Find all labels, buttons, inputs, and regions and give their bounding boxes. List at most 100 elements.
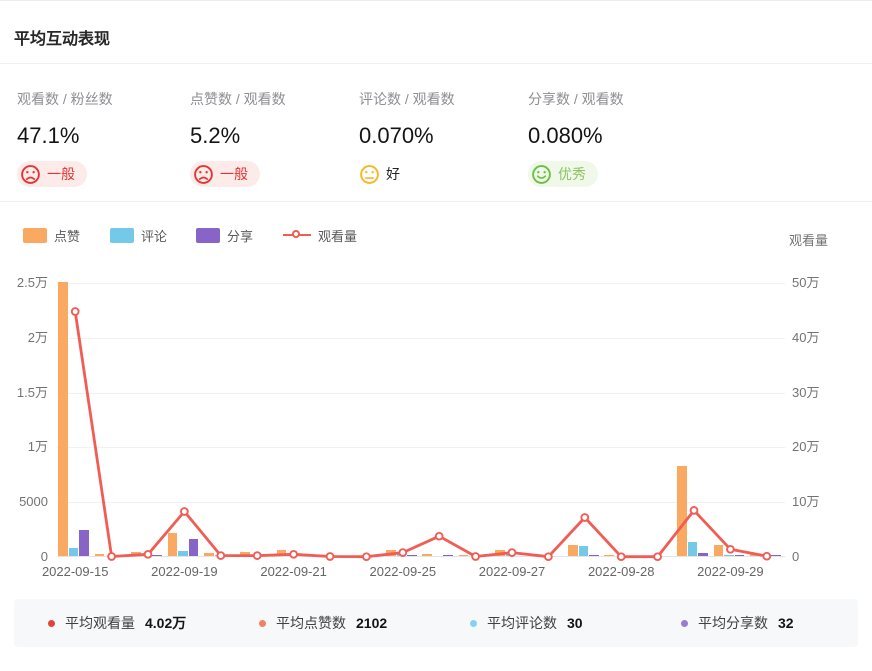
x-axis-label: 2022-09-25 [369, 564, 437, 579]
summary-label: 平均观看量 [65, 615, 135, 631]
badge-label: 一般 [47, 166, 75, 182]
bar-点赞 [58, 282, 68, 556]
summary-value: 32 [778, 615, 794, 631]
shares-swatch-icon [196, 227, 220, 243]
gridline [57, 392, 785, 394]
line-point-marker [471, 552, 480, 561]
smile-face-icon [532, 164, 551, 184]
summary-value: 30 [567, 615, 583, 631]
bar-评论 [687, 541, 698, 556]
page-title: 平均互动表现 [14, 31, 111, 48]
summary-label: 平均评论数 [487, 615, 557, 631]
line-point-marker [580, 513, 590, 522]
badge-label: 好 [386, 166, 400, 182]
summary-label: 平均分享数 [698, 615, 768, 631]
x-axis-label: 2022-09-28 [587, 564, 655, 579]
line-point-marker [762, 551, 772, 561]
comments-swatch-icon [110, 227, 134, 243]
summary-value: 2102 [356, 615, 388, 631]
bar-分享 [152, 555, 162, 556]
stat-label: 分享数 / 观看数 [528, 91, 624, 107]
line-point-marker [544, 552, 553, 562]
views-line-series [70, 307, 772, 562]
legend-item-shares[interactable]: 分享 [196, 227, 253, 244]
bar-点赞 [677, 466, 687, 556]
bar-点赞 [204, 552, 214, 556]
legend-item-likes[interactable]: 点赞 [23, 227, 81, 244]
summary-avg-likes: 平均点赞数 2102 [225, 613, 436, 633]
stat-value: 47.1% [17, 123, 80, 148]
right-axis-labels: 50万 40万 30万 20万 10万 0 [792, 275, 862, 564]
red-dot-icon [48, 619, 55, 627]
line-point-marker [362, 552, 371, 562]
axis-tick-label: 1.5万 [16, 384, 48, 400]
stat-value: 0.070% [359, 123, 434, 148]
bar-点赞 [604, 554, 614, 556]
gridline [57, 447, 785, 449]
x-axis-label: 2022-09-27 [478, 564, 546, 579]
bar-点赞 [94, 554, 105, 556]
axis-tick-label: 40万 [792, 329, 820, 345]
status-badge: 优秀 [528, 161, 598, 187]
summary-avg-comments: 平均评论数 30 [436, 613, 647, 633]
x-axis-label: 2022-09-15 [41, 564, 109, 579]
stat-label: 点赞数 / 观看数 [190, 91, 286, 107]
neutral-face-icon [360, 164, 379, 184]
bar-分享 [188, 539, 199, 556]
stat-value: 5.2% [190, 123, 241, 148]
sad-face-icon [21, 164, 40, 184]
axis-tick-label: 50万 [792, 275, 820, 290]
plot-area [57, 282, 785, 562]
line-point-marker [216, 551, 226, 560]
bar-分享 [698, 552, 708, 556]
summary-value: 4.02万 [145, 615, 187, 631]
x-axis-label: 2022-09-21 [260, 564, 327, 579]
bar-分享 [79, 530, 89, 556]
badge-label: 一般 [220, 166, 248, 182]
bar-分享 [443, 555, 453, 556]
line-point-marker [252, 551, 262, 560]
legend-label: 评论 [141, 228, 168, 244]
likes-swatch-icon [23, 227, 47, 243]
axis-tick-label: 2万 [27, 329, 48, 345]
status-badge: 一般 [190, 161, 260, 187]
summary-avg-views: 平均观看量 4.02万 [14, 613, 225, 633]
legend-label: 点赞 [54, 228, 81, 244]
bar-点赞 [240, 551, 250, 556]
bar-点赞 [713, 545, 724, 556]
line-point-marker [434, 531, 444, 541]
bar-分享 [589, 554, 599, 556]
line-point-marker [70, 307, 80, 316]
gridline [57, 283, 785, 284]
x-axis-label: 2022-09-29 [697, 564, 764, 579]
line-point-marker [289, 549, 298, 559]
bar-评论 [724, 555, 734, 556]
line-point-marker [107, 552, 116, 561]
axis-tick-label: 30万 [792, 384, 820, 400]
line-point-marker [325, 552, 335, 561]
line-point-marker [726, 544, 735, 554]
stat-label: 评论数 / 观看数 [359, 91, 455, 107]
bar-评论 [178, 550, 188, 556]
line-point-marker [653, 552, 662, 562]
gridline [57, 502, 785, 504]
x-axis-labels: 2022-09-15 2022-09-19 2022-09-21 2022-09-25… [42, 564, 785, 582]
summary-label: 平均点赞数 [276, 615, 346, 631]
bar-分享 [407, 555, 417, 556]
stat-comments-per-views: 评论数 / 观看数 0.070% 好 [359, 89, 524, 190]
legend-item-comments[interactable]: 评论 [110, 227, 168, 244]
stat-label: 观看数 / 粉丝数 [17, 91, 113, 107]
line-point-marker [143, 549, 153, 559]
legend-item-views[interactable]: 观看量 [283, 227, 357, 244]
salmon-dot-icon [259, 619, 266, 627]
x-axis-label: 2022-09-19 [151, 564, 218, 579]
section-divider [0, 201, 872, 202]
header-divider [0, 63, 872, 64]
gridline [57, 337, 785, 339]
blue-dot-icon [470, 619, 477, 627]
stat-likes-per-views: 点赞数 / 观看数 5.2% 一般 [190, 89, 355, 190]
bar-点赞 [276, 549, 287, 556]
bar-点赞 [422, 554, 432, 556]
bar-分享 [734, 554, 745, 556]
